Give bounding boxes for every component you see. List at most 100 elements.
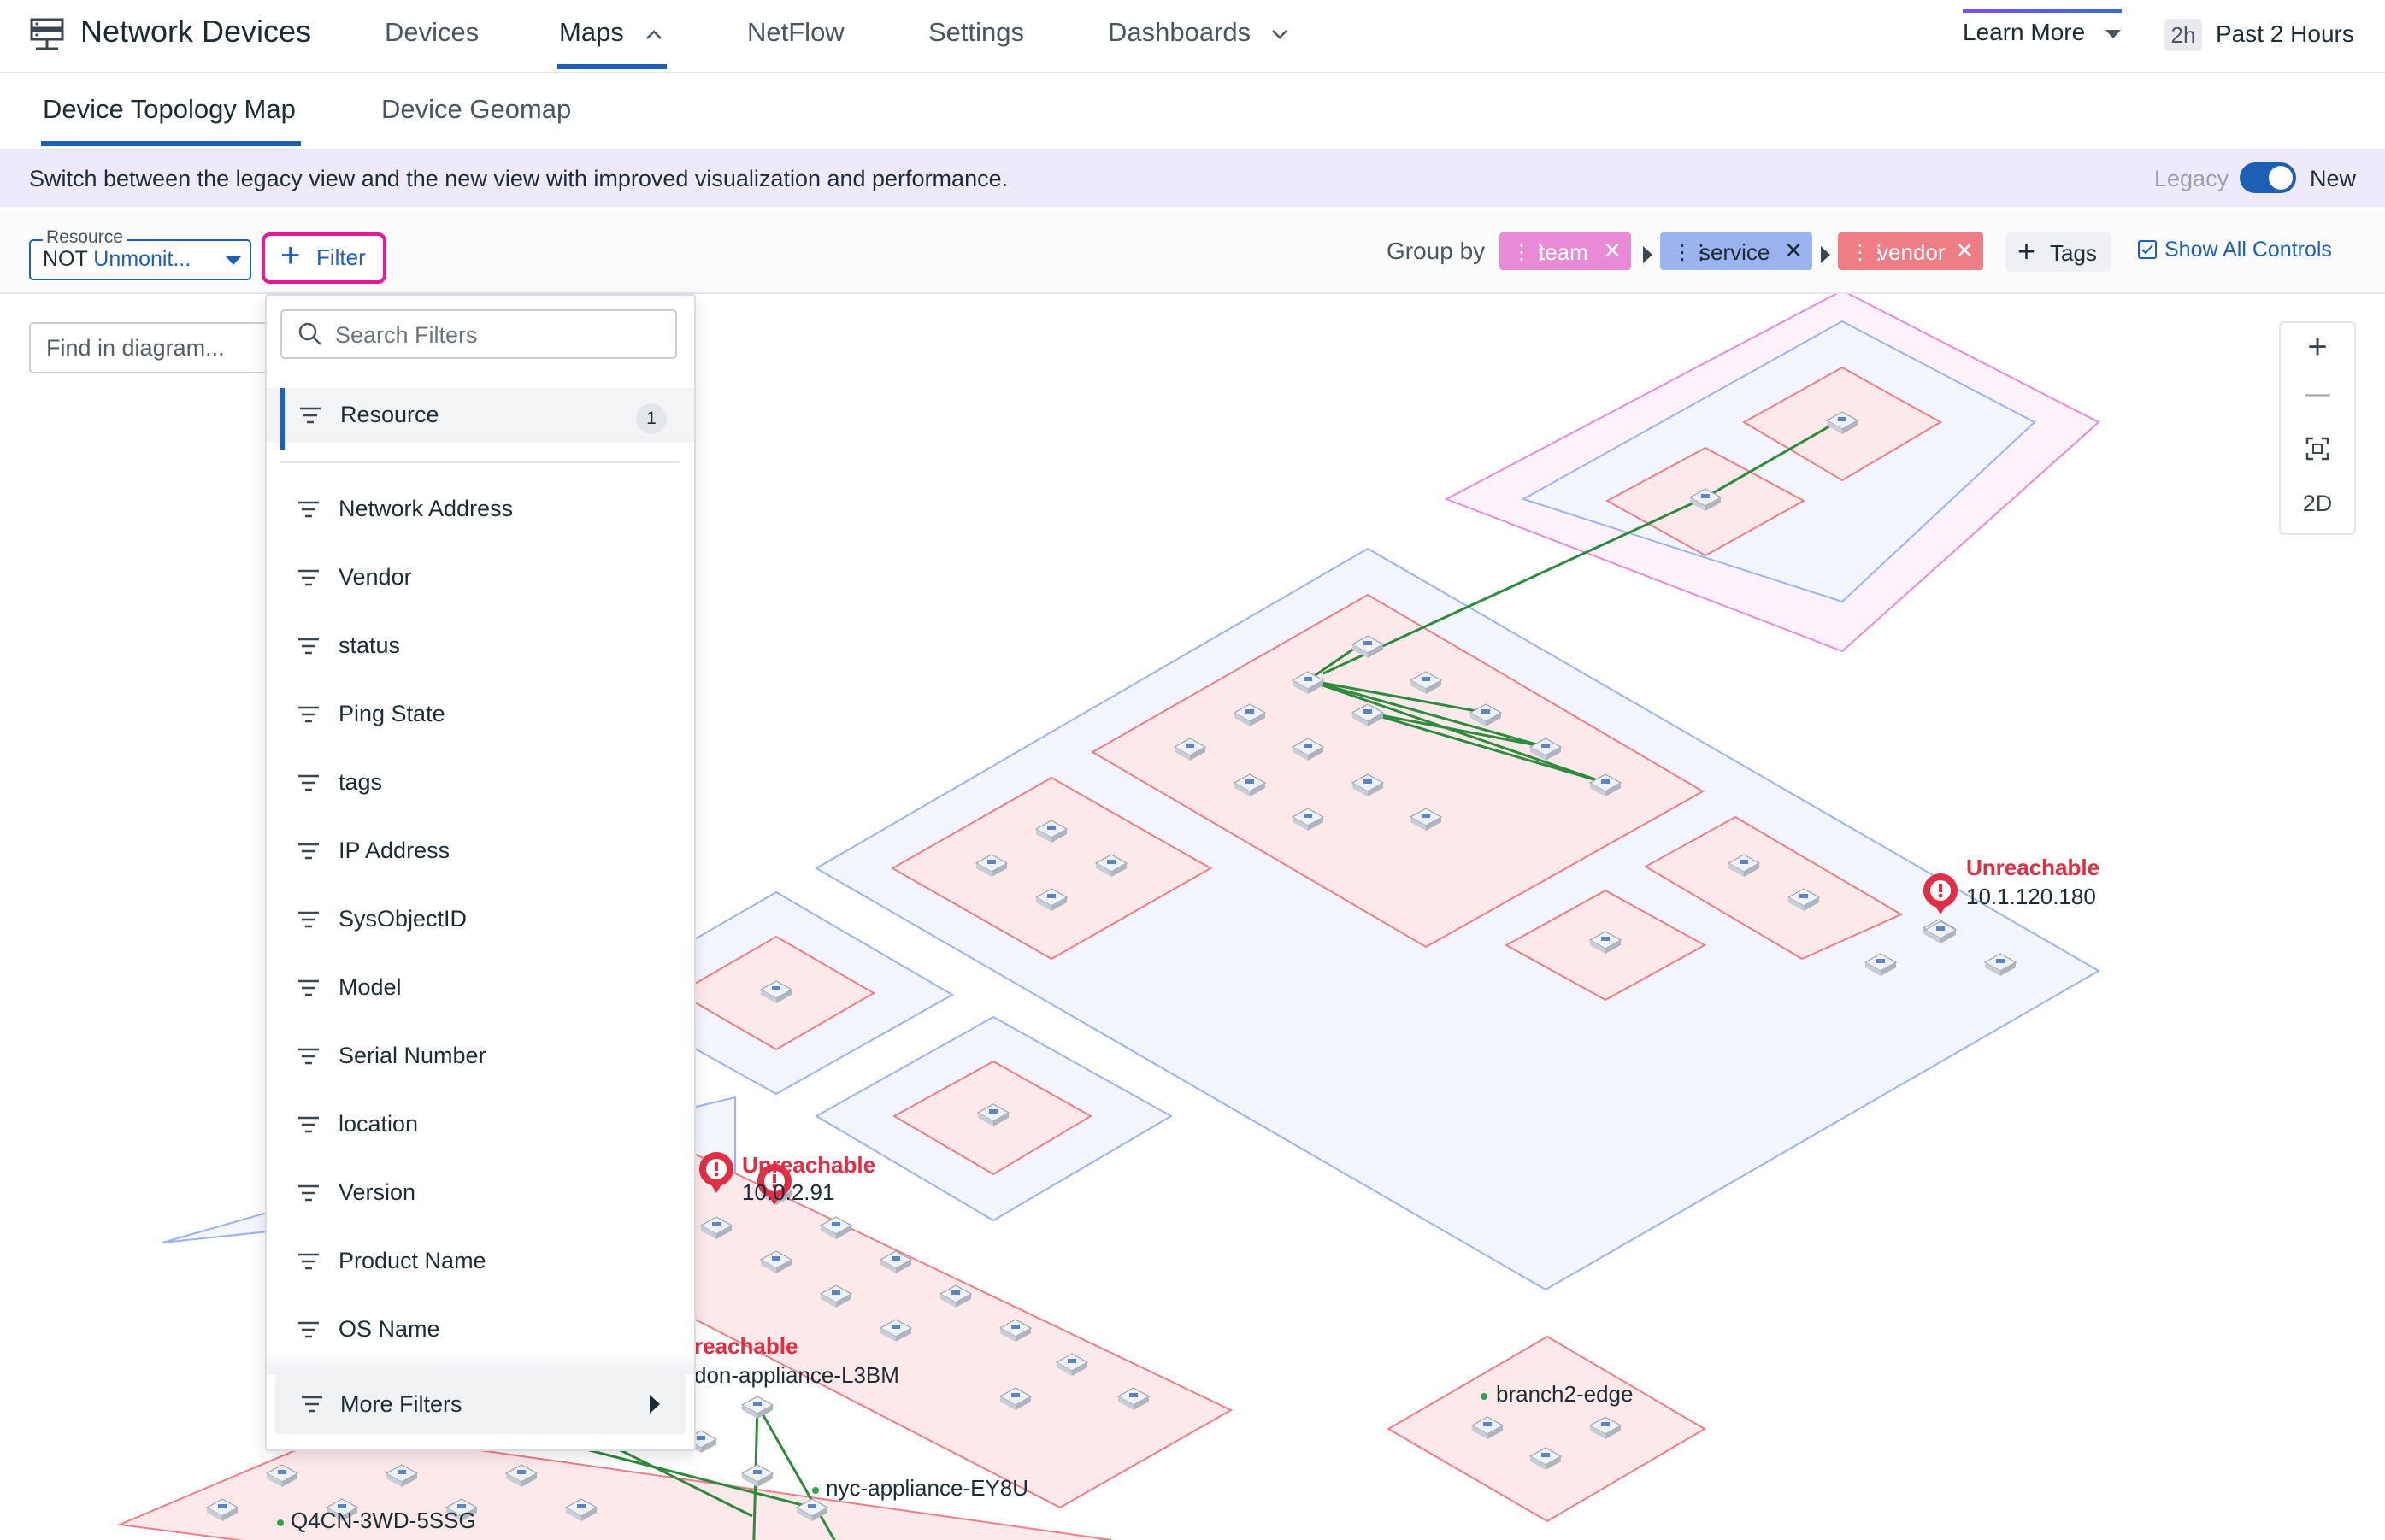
filter-icon [298,1253,319,1270]
group-team[interactable] [1444,294,2100,653]
fit-to-screen-button[interactable] [2281,436,2354,466]
filter-icon [298,979,319,996]
device-label: Q4CN-3WD-5SSG [291,1508,476,1533]
filter-item[interactable]: Version [267,1166,694,1220]
more-filters-button[interactable]: More Filters [275,1374,686,1434]
device-label: nyc-appliance-EY8U [826,1475,1029,1501]
map-controls: Resource NOT Unmonit... + Filter Group b… [0,207,2385,294]
filter-item[interactable]: tags [267,755,694,810]
plus-icon: + [2017,233,2036,268]
resource-filter-select[interactable]: Resource NOT Unmonit... [29,227,251,280]
filter-item-label: Serial Number [339,1043,486,1068]
filter-icon [298,501,319,518]
filter-item-label: Product Name [339,1248,486,1273]
add-filter-button[interactable]: + Filter [262,232,386,284]
learn-more-accent [1963,9,2122,13]
group-service-main[interactable] [815,547,2101,1291]
group-chip-vendor[interactable]: ⋮⋮ vendor × [1838,232,1983,270]
chevron-right-icon [1643,246,1652,263]
zoom-controls: + — 2D [2279,321,2356,535]
search-filters[interactable] [280,309,677,359]
selected-accent [280,388,285,450]
filter-item[interactable]: Ping State [267,687,694,742]
filter-item[interactable]: Model [267,961,694,1015]
legacy-label: Legacy [2154,166,2229,191]
show-all-controls-button[interactable]: Show All Controls [2137,238,2332,262]
view-toggle[interactable] [2240,162,2296,193]
nav-devices[interactable]: Devices [385,17,480,47]
alert-status: reachable [694,1333,798,1359]
filter-item[interactable]: Serial Number [267,1029,694,1084]
filter-icon [302,1396,322,1413]
view-mode-2d-button[interactable]: 2D [2302,491,2333,516]
learn-more-button[interactable]: Learn More [1963,19,2123,46]
filter-item[interactable]: location [267,1097,694,1152]
close-icon[interactable]: × [1785,234,1802,267]
filter-icon [298,569,319,586]
drag-handle-icon[interactable]: ⋮⋮ [1672,241,1711,264]
app-title: Network Devices [80,14,312,49]
nav-netflow[interactable]: NetFlow [747,17,845,47]
group-chip-label: vendor [1877,239,1946,265]
status-dot [1481,1393,1487,1400]
filter-item[interactable]: Vendor [267,550,694,605]
add-tags-button[interactable]: + Tags [2005,232,2111,272]
filter-item[interactable]: SysObjectID [267,892,694,947]
filter-icon [298,1321,319,1338]
filter-item-label: Network Address [339,496,514,521]
zoom-out-button[interactable]: — [2305,379,2330,408]
filter-item[interactable]: status [267,619,694,673]
time-range-label[interactable]: Past 2 Hours [2216,21,2354,47]
filter-item-label: Version [339,1179,416,1205]
zoom-in-button[interactable]: + [2307,328,2328,366]
filter-item-label: OS Name [339,1316,440,1342]
nav-dashboards[interactable]: Dashboards [1108,17,1289,48]
network-devices-icon [30,18,64,50]
filter-icon [298,1048,319,1065]
nav-active-underline [557,64,667,69]
filter-item[interactable]: Network Address [267,482,694,537]
resource-value: NOT Unmonit... [43,247,191,272]
caret-down-icon [226,256,241,265]
filter-item[interactable]: IP Address [267,824,694,879]
search-filters-input[interactable] [333,321,662,350]
alert-markers[interactable] [698,873,1958,1205]
time-range-badge[interactable]: 2h [2164,19,2202,51]
alert-icon[interactable] [757,1164,792,1205]
divider [280,461,680,463]
filter-item-label: Ping State [339,701,445,726]
view-switch-banner: Switch between the legacy view and the n… [0,150,2385,207]
find-in-diagram[interactable] [29,322,280,373]
filter-item-resource[interactable]: Resource 1 [267,388,694,450]
close-icon[interactable]: × [1604,234,1621,267]
filter-item[interactable]: OS Name [267,1302,694,1357]
toggle-knob [2269,166,2293,190]
chevron-down-icon [1271,29,1287,39]
tab-device-geomap[interactable]: Device Geomap [381,94,572,124]
nav-maps[interactable]: Maps [559,17,663,48]
drag-handle-icon[interactable]: ⋮⋮ [1511,241,1551,264]
caret-down-icon [2105,30,2121,38]
drag-handle-icon[interactable]: ⋮⋮ [1850,241,1889,264]
resource-caption: Resource [43,227,127,248]
find-in-diagram-input[interactable] [44,334,279,362]
filter-icon [298,706,319,723]
alert-icon[interactable] [1923,873,1958,914]
group-chip-team[interactable]: ⋮⋮ team × [1499,232,1631,270]
status-dot [277,1519,284,1526]
nav-settings[interactable]: Settings [928,17,1025,47]
filter-item-label: Model [339,974,402,1000]
show-all-label: Show All Controls [2164,238,2332,262]
group-chip-service[interactable]: ⋮⋮ service × [1660,232,1812,270]
status-dot [812,1487,819,1494]
top-nav: Network Devices Devices Maps NetFlow Set… [0,0,2385,73]
tab-device-topology-map[interactable]: Device Topology Map [43,94,296,124]
filter-item-label: tags [339,769,383,795]
filter-item[interactable]: Product Name [267,1234,694,1289]
alert-icon[interactable] [698,1152,733,1193]
plus-icon: + [280,237,301,274]
filter-item-label: location [339,1111,419,1137]
sub-tabs: Device Topology Map Device Geomap [0,73,2385,150]
close-icon[interactable]: × [1956,234,1973,267]
filter-label: Filter [316,244,366,270]
